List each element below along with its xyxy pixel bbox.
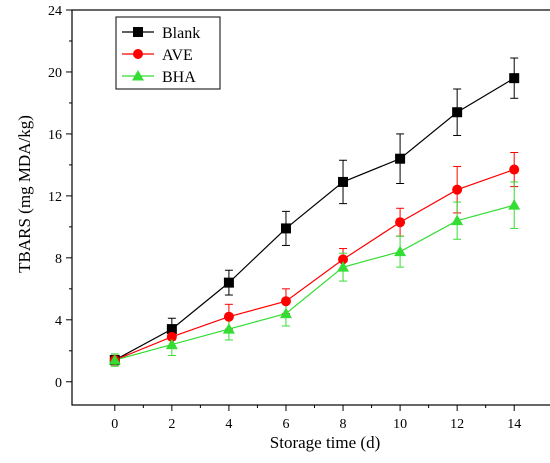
y-axis-title: TBARS (mg MDA/kg) bbox=[15, 115, 34, 273]
y-tick-label: 20 bbox=[48, 66, 62, 81]
legend-label-ave: AVE bbox=[162, 47, 193, 64]
x-tick-label: 2 bbox=[168, 417, 175, 432]
x-tick-label: 6 bbox=[282, 417, 289, 432]
x-tick-label: 14 bbox=[507, 417, 521, 432]
x-tick-label: 4 bbox=[225, 417, 232, 432]
legend-marker-bha bbox=[132, 70, 144, 81]
y-tick-label: 16 bbox=[48, 128, 62, 143]
series-line-bha bbox=[114, 204, 515, 361]
data-point-blank bbox=[338, 176, 349, 187]
data-point-bha bbox=[222, 323, 235, 334]
y-tick-label: 8 bbox=[55, 252, 62, 267]
x-axis-title: Storage time (d) bbox=[270, 433, 380, 452]
y-tick-label: 12 bbox=[48, 190, 62, 205]
legend-label-blank: Blank bbox=[162, 25, 200, 42]
legend-label-bha: BHA bbox=[162, 69, 196, 86]
y-tick-label: 4 bbox=[55, 314, 62, 329]
legend-marker-blank bbox=[133, 27, 143, 37]
data-point-ave bbox=[452, 184, 463, 195]
legend-marker-ave bbox=[133, 49, 143, 59]
data-point-blank bbox=[223, 277, 234, 288]
series-line-blank bbox=[114, 77, 515, 361]
series-line-ave bbox=[114, 168, 515, 361]
y-tick-label: 0 bbox=[55, 376, 62, 391]
data-point-blank bbox=[509, 73, 520, 84]
data-point-blank bbox=[452, 107, 463, 118]
x-tick-label: 10 bbox=[393, 417, 407, 432]
legend: Blank AVE BHA bbox=[115, 16, 221, 90]
y-tick-label: 24 bbox=[48, 4, 62, 19]
data-point-bha bbox=[165, 338, 178, 350]
x-tick-label: 8 bbox=[340, 417, 347, 432]
data-point-bha bbox=[337, 261, 350, 272]
data-point-bha bbox=[451, 214, 464, 226]
data-point-bha bbox=[394, 245, 407, 257]
data-point-blank bbox=[166, 324, 177, 335]
data-point-bha bbox=[108, 354, 121, 365]
data-point-ave bbox=[280, 296, 291, 307]
data-point-bha bbox=[279, 307, 292, 319]
data-point-blank bbox=[395, 153, 406, 164]
data-point-ave bbox=[166, 331, 177, 342]
plot-area bbox=[108, 57, 521, 367]
data-point-ave bbox=[509, 164, 520, 175]
data-point-blank bbox=[280, 223, 291, 234]
data-point-ave bbox=[338, 254, 349, 265]
data-point-ave bbox=[395, 217, 406, 228]
data-point-ave bbox=[223, 311, 234, 322]
x-tick-label: 0 bbox=[111, 417, 118, 432]
x-tick-label: 12 bbox=[450, 417, 464, 432]
data-point-bha bbox=[508, 199, 521, 210]
